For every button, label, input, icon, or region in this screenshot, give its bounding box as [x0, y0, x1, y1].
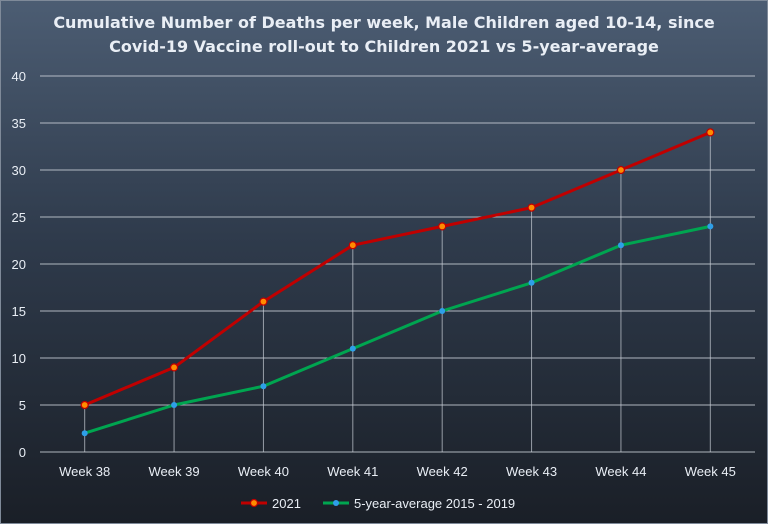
- series-1-point: [259, 297, 268, 306]
- y-tick-label: 10: [12, 351, 26, 366]
- series-line-1: [84, 131, 711, 407]
- x-tick-label: Week 41: [327, 464, 378, 479]
- series-2-point: [617, 242, 624, 249]
- y-tick-label: 25: [12, 210, 26, 225]
- series-1-point: [527, 203, 536, 212]
- series-1-point: [616, 165, 626, 175]
- chart-title-line-1: Cumulative Number of Deaths per week, Ma…: [53, 13, 715, 32]
- series-2-point: [81, 430, 88, 437]
- series-1-point: [438, 222, 447, 231]
- x-tick-label: Week 40: [238, 464, 289, 479]
- series-2-point: [260, 383, 267, 390]
- y-tick-label: 30: [12, 163, 26, 178]
- chart-title-line-2: Covid-19 Vaccine roll-out to Children 20…: [109, 37, 659, 56]
- y-tick-label: 20: [12, 257, 26, 272]
- legend-label-2: 5-year-average 2015 - 2019: [354, 496, 515, 511]
- x-tick-label: Week 42: [417, 464, 468, 479]
- y-tick-label: 40: [12, 69, 26, 84]
- y-tick-label: 0: [19, 445, 26, 460]
- series-2-point: [349, 345, 356, 352]
- y-tick-label: 35: [12, 116, 26, 131]
- legend-marker-1: [249, 498, 259, 508]
- series-2-point: [171, 402, 178, 408]
- x-tick-label: Week 39: [149, 464, 200, 479]
- x-tick-label: Week 44: [595, 464, 646, 479]
- x-tick-label: Week 43: [506, 464, 557, 479]
- y-tick-label: 5: [19, 398, 26, 413]
- series-2-point: [528, 279, 535, 286]
- legend-marker-2: [333, 500, 339, 506]
- series-2-point: [439, 308, 446, 314]
- series-2-point: [707, 223, 714, 230]
- series-line-2: [84, 224, 711, 435]
- y-tick-label: 15: [12, 304, 26, 319]
- series-1-point: [169, 363, 179, 372]
- x-tick-label: Week 38: [59, 464, 110, 479]
- x-tick-label: Week 45: [685, 464, 736, 479]
- series-1-point: [348, 241, 357, 250]
- series-1-point: [706, 128, 715, 137]
- legend-label-1: 2021: [272, 496, 301, 511]
- series-1-point: [80, 400, 89, 410]
